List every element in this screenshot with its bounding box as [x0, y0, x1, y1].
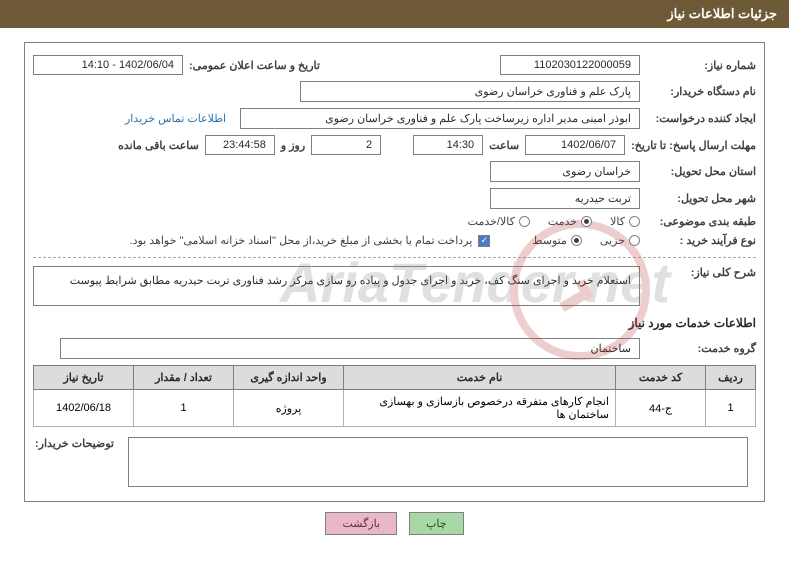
- td-name: انجام کارهای متفرقه درخصوص بازسازی و بهس…: [344, 390, 616, 427]
- print-button[interactable]: چاپ: [409, 512, 464, 535]
- services-table: ردیف کد خدمت نام خدمت واحد اندازه گیری ت…: [33, 365, 756, 427]
- requester-field: ابوذر امینی مدیر اداره زیرساخت پارک علم …: [240, 108, 640, 129]
- deadline-label: مهلت ارسال پاسخ: تا تاریخ:: [631, 139, 756, 152]
- radio-service[interactable]: خدمت: [548, 215, 592, 228]
- radio-goods[interactable]: کالا: [610, 215, 640, 228]
- th-unit: واحد اندازه گیری: [234, 366, 344, 390]
- time-remaining-field: 23:44:58: [205, 135, 275, 155]
- radio-goods-service[interactable]: کالا/خدمت: [468, 215, 530, 228]
- separator-1: [33, 257, 756, 258]
- radio-small[interactable]: جزیی: [600, 234, 640, 247]
- radio-goods-service-label: کالا/خدمت: [468, 215, 515, 228]
- td-qty: 1: [134, 390, 234, 427]
- deadline-date-field: 1402/06/07: [525, 135, 625, 155]
- requester-label: ایجاد کننده درخواست:: [646, 112, 756, 125]
- process-radio-group: جزیی متوسط: [532, 234, 640, 247]
- category-label: طبقه بندی موضوعی:: [646, 215, 756, 228]
- announce-date-label: تاریخ و ساعت اعلان عمومی:: [189, 59, 320, 72]
- td-unit: پروژه: [234, 390, 344, 427]
- days-and-label: روز و: [281, 139, 305, 152]
- page-title: جزئیات اطلاعات نیاز: [667, 6, 777, 21]
- table-header-row: ردیف کد خدمت نام خدمت واحد اندازه گیری ت…: [34, 366, 756, 390]
- table-row: 1 ج-44 انجام کارهای متفرقه درخصوص بازساز…: [34, 390, 756, 427]
- back-button[interactable]: بازگشت: [325, 512, 397, 535]
- buyer-org-field: پارک علم و فناوری خراسان رضوی: [300, 81, 640, 102]
- announce-date-field: 1402/06/04 - 14:10: [33, 55, 183, 75]
- td-code: ج-44: [616, 390, 706, 427]
- comment-box[interactable]: [128, 437, 748, 487]
- need-number-field: 1102030122000059: [500, 55, 640, 75]
- main-panel: شماره نیاز: 1102030122000059 تاریخ و ساع…: [24, 42, 765, 502]
- city-field: تربت حیدریه: [490, 188, 640, 209]
- th-date: تاریخ نیاز: [34, 366, 134, 390]
- city-label: شهر محل تحویل:: [646, 192, 756, 205]
- group-label: گروه خدمت:: [646, 342, 756, 355]
- radio-service-circle: [581, 216, 592, 227]
- province-label: استان محل تحویل:: [646, 165, 756, 178]
- radio-goods-label: کالا: [610, 215, 625, 228]
- radio-small-label: جزیی: [600, 234, 625, 247]
- payment-note: پرداخت تمام یا بخشی از مبلغ خرید،از محل …: [130, 234, 473, 247]
- radio-goods-circle: [629, 216, 640, 227]
- page-header: جزئیات اطلاعات نیاز: [0, 0, 789, 28]
- buyer-org-label: نام دستگاه خریدار:: [646, 85, 756, 98]
- radio-small-circle: [629, 235, 640, 246]
- desc-label: شرح کلی نیاز:: [646, 266, 756, 279]
- radio-medium-circle: [571, 235, 582, 246]
- days-remaining-field: 2: [311, 135, 381, 155]
- time-label: ساعت: [489, 139, 519, 152]
- province-field: خراسان رضوی: [490, 161, 640, 182]
- process-label: نوع فرآیند خرید :: [646, 234, 756, 247]
- category-radio-group: کالا خدمت کالا/خدمت: [468, 215, 640, 228]
- th-name: نام خدمت: [344, 366, 616, 390]
- th-code: کد خدمت: [616, 366, 706, 390]
- payment-checkbox[interactable]: ✓: [478, 235, 490, 247]
- td-row: 1: [706, 390, 756, 427]
- td-date: 1402/06/18: [34, 390, 134, 427]
- desc-text: استعلام خرید و اجرای سنگ کف، خرید و اجرا…: [33, 266, 640, 306]
- radio-goods-service-circle: [519, 216, 530, 227]
- contact-link[interactable]: اطلاعات تماس خریدار: [125, 112, 226, 125]
- button-row: چاپ بازگشت: [0, 512, 789, 535]
- services-title: اطلاعات خدمات مورد نیاز: [33, 316, 756, 330]
- radio-service-label: خدمت: [548, 215, 577, 228]
- deadline-time-field: 14:30: [413, 135, 483, 155]
- radio-medium[interactable]: متوسط: [532, 234, 582, 247]
- radio-medium-label: متوسط: [532, 234, 567, 247]
- remaining-label: ساعت باقی مانده: [118, 139, 199, 152]
- th-qty: تعداد / مقدار: [134, 366, 234, 390]
- need-number-label: شماره نیاز:: [646, 59, 756, 72]
- group-field: ساختمان: [60, 338, 640, 359]
- comment-label: توضیحات خریدار:: [35, 437, 114, 450]
- th-row: ردیف: [706, 366, 756, 390]
